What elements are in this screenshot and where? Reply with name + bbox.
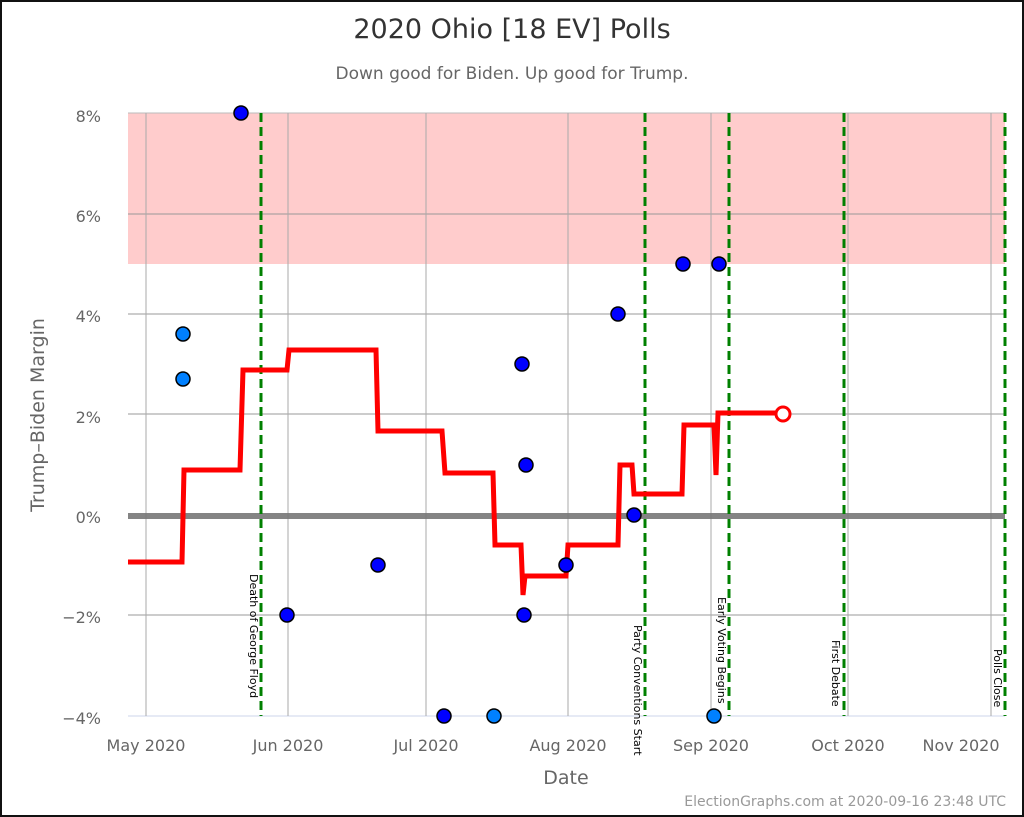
y-tick: 2% [76,408,101,427]
poll-dot [610,306,626,322]
poll-dot [436,708,452,724]
poll-dot [370,557,386,573]
y-tick: 8% [76,107,101,126]
poll-dot [518,457,534,473]
x-tick: May 2020 [107,736,186,755]
poll-dot [175,371,191,387]
event-label-polls-close: Polls Close [991,649,1004,708]
event-label-george-floyd: Death of George Floyd [247,574,260,698]
poll-dot [175,326,191,342]
x-tick: Sep 2020 [673,736,749,755]
y-tick: 6% [76,207,101,226]
poll-dot [486,708,502,724]
chart-subtitle: Down good for Biden. Up good for Trump. [335,64,689,84]
credit-text: ElectionGraphs.com at 2020-09-16 23:48 U… [684,794,1006,810]
poll-dot [516,607,532,623]
poll-dot [233,105,249,121]
y-tick: −2% [62,608,101,627]
event-lines [259,113,1007,716]
poll-dot [711,256,727,272]
x-tick: Nov 2020 [922,736,999,755]
chart-title: 2020 Ohio [18 EV] Polls [353,14,671,45]
poll-dot [626,507,642,523]
event-label-conventions: Party Conventions Start [631,625,644,756]
x-tick-labels: May 2020 Jun 2020 Jul 2020 Aug 2020 Sep … [107,736,1000,755]
event-label-first-debate: First Debate [829,640,842,707]
x-tick: Aug 2020 [529,736,606,755]
poll-dot [706,708,722,724]
poll-dot [558,557,574,573]
y-tick: 4% [76,307,101,326]
poll-dot [279,607,295,623]
average-line [128,347,783,596]
x-tick: Oct 2020 [811,736,884,755]
poll-dots [175,105,727,724]
poll-dot [514,356,530,372]
y-axis-title: Trump–Biden Margin [27,318,49,513]
y-tick: −4% [62,709,101,728]
y-grid [128,112,1005,717]
x-grid [145,113,992,716]
average-endpoint-marker [774,405,792,423]
x-tick: Jul 2020 [392,736,458,755]
x-tick: Jun 2020 [252,736,324,755]
y-tick-labels: 8% 6% 4% 2% 0% −2% −4% [62,107,101,728]
trump-zone [128,113,1005,264]
event-label-early-voting: Early Voting Begins [715,597,728,704]
poll-dot [675,256,691,272]
y-tick: 0% [76,508,101,527]
x-axis-title: Date [543,767,588,789]
